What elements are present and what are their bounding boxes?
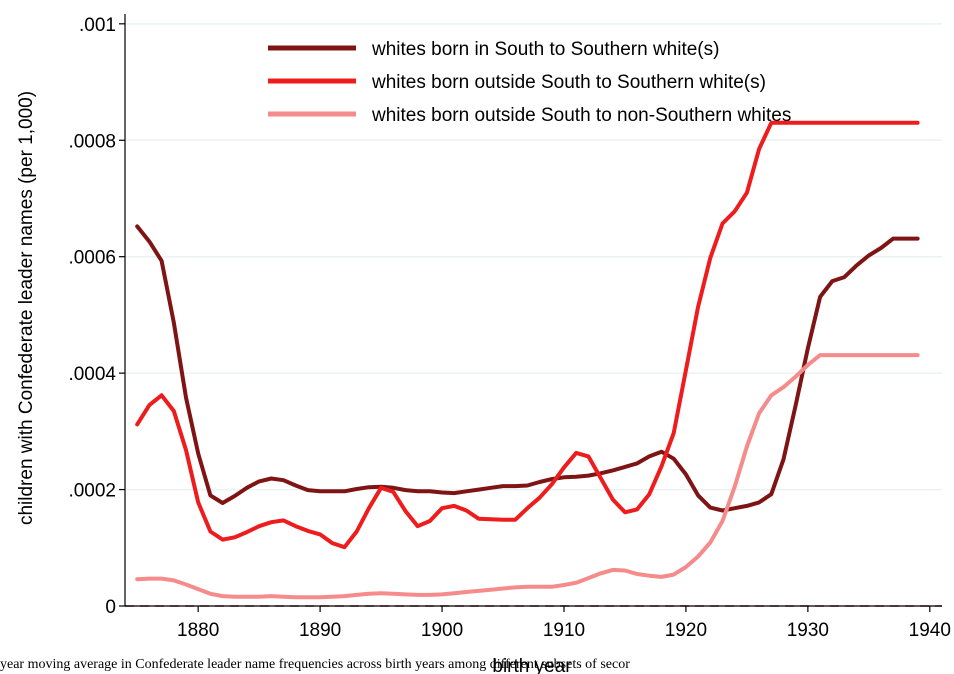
axes: 0 .0002 .0004 .0006 .0008 .001 1880 1890 1900 191… [68,14,951,641]
legend-label: whites born in South to Southern white(s… [371,39,719,60]
y-tick-label: .0004 [68,364,116,385]
y-tick-label: .0002 [68,481,116,502]
series-line-3 [135,353,920,600]
series-line-2 [135,120,920,550]
y-axis-label: children with Confederate leader names (… [16,91,37,525]
series-lines [135,120,920,600]
series-line-1 [135,224,920,513]
x-tick-label: 1930 [787,620,829,641]
x-tick-label: 1920 [665,620,707,641]
x-tick-label: 1890 [299,620,341,641]
y-tick-label: .001 [79,15,116,36]
legend-label: whites born outside South to Southern wh… [371,72,766,93]
figure-caption: year moving average in Confederate leade… [0,657,630,672]
x-tick-label: 1910 [543,620,585,641]
y-tick-label: 0 [105,597,116,618]
legend-label: whites born outside South to non-Souther… [371,105,791,126]
legend: whites born in South to Southern white(s… [268,39,791,126]
x-tick-label: 1880 [177,620,219,641]
x-axis-label: birth year [492,656,572,674]
x-tick-label: 1940 [909,620,951,641]
y-tick-label: .0006 [68,248,116,269]
x-tick-label: 1900 [421,620,463,641]
y-tick-label: .0008 [68,131,116,152]
